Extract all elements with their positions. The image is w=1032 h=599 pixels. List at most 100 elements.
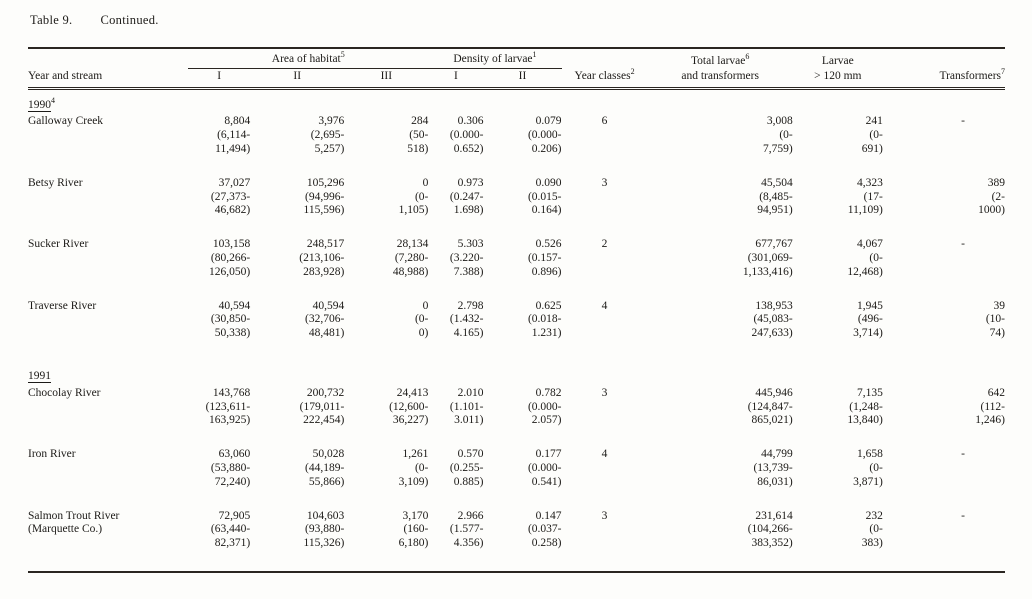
value-cell: 642 (112- 1,246) [975,386,1005,427]
year-group-row: 19904 [28,88,1005,115]
table-row: Salmon Trout River (Marquette Co.) 72,905… [28,510,1005,572]
area-ii-header: II [250,68,345,90]
area-i-header: I [188,68,251,90]
value-cell: 2.010 (1.101- 3.011) [449,386,484,427]
value-cell: 2.798 (1.432- 4.165) [449,299,484,340]
value-cell: 0.090 (0.015- 0.164) [527,176,562,217]
year-classes-label: Year classes [574,69,631,82]
value-cell: 677,767 (301,069- 1,133,416) [742,238,793,278]
value-cell: 0.625 (0.018- 1.231) [527,299,562,340]
value-cell: 200,732 (179,011- 222,454) [299,386,345,427]
density-of-larvae-header: Density of larvae1 [428,48,562,69]
value-cell: 3 [601,509,608,522]
total-larvae-header-line2: and transformers [647,68,793,90]
year-classes-footnote-sup: 2 [630,66,635,76]
density-i-header: I [428,68,484,90]
value-cell: 3,008 (0- 7,759) [763,115,793,155]
stream-name: Galloway Creek [28,115,104,128]
value-cell: 24,413 (12,600- 36,227) [389,386,429,427]
value-cell: 4 [601,299,608,312]
value-cell: 389 (2- 1000) [978,176,1005,217]
value-cell: 0.079 (0.000- 0.206) [527,115,562,155]
table-row: Traverse River 40,594 (30,850- 50,338) 40,… [28,300,1005,361]
value-cell: 3,976 (2,695- 5,257) [310,115,345,155]
table-number-label: Table 9. [30,13,73,27]
page-title: Table 9. Continued. [30,13,1032,28]
value-cell: 50,028 (44,189- 55,866) [304,448,345,488]
value-cell: 6 [601,115,608,128]
value-cell: 0.147 (0.037- 0.258) [527,509,562,550]
value-cell: - [961,115,965,128]
area-of-habitat-label: Area of habitat [271,53,341,65]
value-cell: 63,060 (53,880- 72,240) [210,448,251,488]
value-cell: 37,027 (27,373- 46,682) [210,176,251,217]
value-cell: - [961,238,965,251]
value-cell: 103,158 (80,266- 126,050) [208,238,251,278]
header-column-row: Year and stream I II III I II Year class… [28,66,1005,90]
value-cell: 0.782 (0.000- 2.057) [527,386,562,427]
density-ii-header: II [483,68,562,90]
stream-name: Salmon Trout River (Marquette Co.) [28,509,120,536]
table-body: 19904 Galloway Creek 8,804 (6,114- 11,494)… [28,88,1005,572]
total-footnote-sup: 6 [745,51,750,61]
transformers-footnote-sup: 7 [1001,66,1005,76]
value-cell: 0 (0- 1,105) [398,176,429,217]
area-of-habitat-header: Area of habitat5 [188,48,429,69]
value-cell: 105,296 (94,996- 115,596) [303,176,345,217]
value-cell: 45,504 (8,485- 94,951) [757,176,793,217]
table-row: Betsy River 37,027 (27,373- 46,682) 105,29… [28,177,1005,238]
value-cell: 1,658 (0- 3,871) [853,448,883,488]
value-cell: 8,804 (6,114- 11,494) [215,115,251,155]
larvae-header-line1: Larvae [821,54,854,67]
value-cell: - [961,448,965,461]
value-cell: 231,614 (104,266- 383,352) [747,509,793,550]
value-cell: 1,945 (496- 3,714) [853,299,883,340]
value-cell: 4,323 (17- 11,109) [847,176,883,217]
density-footnote-sup: 1 [532,50,537,60]
stream-name: Sucker River [28,238,89,251]
value-cell: 1,261 (0- 3,109) [398,448,429,488]
value-cell: 445,946 (124,847- 865,021) [747,386,793,427]
area-iii-header: III [344,68,429,90]
value-cell: 3 [601,176,608,189]
value-cell: - [961,509,965,522]
value-cell: 7,135 (1,248- 13,840) [847,386,883,427]
value-cell: 40,594 (30,850- 50,338) [210,299,251,340]
value-cell: 284 (50- 518) [407,115,429,155]
stream-name: Iron River [28,448,76,461]
stream-name: Chocolay River [28,386,101,399]
year-group-label: 19904 [28,95,55,112]
value-cell: 44,799 (13,739- 86,031) [753,448,793,488]
total-larvae-label: Total larvae [690,54,746,67]
value-cell: 248,517 (213,106- 283,928) [299,238,345,278]
value-cell: 2.966 (1.577- 4.356) [449,509,484,550]
value-cell: 0.973 (0.247- 1.698) [449,176,484,217]
stream-name: Traverse River [28,299,97,312]
transformers-header: Transformers7 [882,66,1005,90]
header-spacer [883,48,1005,68]
value-cell: 2 [601,238,608,251]
total-larvae-header-line1: Total larvae6 [648,48,793,68]
value-cell: 0 (0- 0) [414,299,429,340]
area-footnote-sup: 5 [340,50,345,60]
value-cell: 40,594 (32,706- 48,481) [304,299,345,340]
table-row: Sucker River 103,158 (80,266- 126,050) 248… [28,238,1005,299]
value-cell: 0.306 (0.000- 0.652) [449,115,484,155]
table-header: Area of habitat5 Density of larvae1 Tota… [28,48,1005,90]
table-row: Chocolay River 143,768 (123,611- 163,925)… [28,387,1005,448]
transformers-label: Transformers [939,69,1001,82]
value-cell: 4 [601,448,608,461]
header-spacer [562,48,648,68]
value-cell: 0.570 (0.255- 0.885) [449,448,484,488]
value-cell: 4,067 (0- 12,468) [847,238,883,278]
table-continued-label: Continued. [100,13,159,27]
header-spacer [28,48,188,68]
header-group-row: Area of habitat5 Density of larvae1 Tota… [28,48,1005,69]
year-group-row: 1991 [28,361,1005,387]
value-cell: 138,953 (45,083- 247,633) [751,299,793,340]
value-cell: 104,603 (93,880- 115,326) [303,509,345,550]
table-row: Galloway Creek 8,804 (6,114- 11,494) 3,976… [28,115,1005,176]
density-of-larvae-label: Density of larvae [453,53,533,65]
larvae-header-line2: > 120 mm [792,68,883,90]
year-classes-header: Year classes2 [561,66,648,90]
